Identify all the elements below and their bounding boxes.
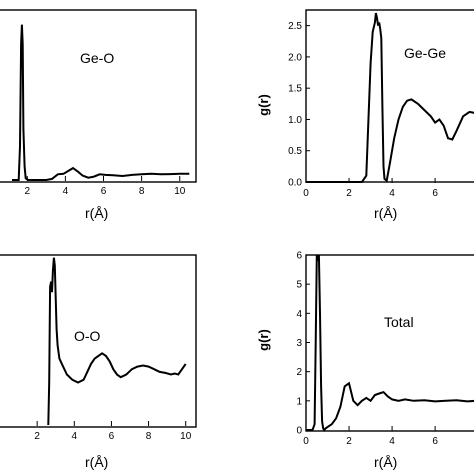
x-axis-label: r(Å) [85, 205, 108, 221]
y-tick-label: 4 [296, 309, 302, 320]
series-line [47, 257, 187, 426]
plot-frame [305, 9, 474, 183]
x-axis-label: r(Å) [374, 454, 397, 470]
x-tick-label: 4 [389, 436, 395, 447]
x-tick-label: 6 [101, 186, 107, 197]
panel-o-o: 2 4 6 8 10 O-O r(Å) [0, 254, 197, 470]
x-tick-label: 2 [34, 431, 40, 442]
x-tick-label: 0 [303, 188, 309, 199]
series-line [306, 12, 474, 183]
panel-label: Ge-O [80, 50, 114, 66]
y-tick-label: 0.5 [288, 146, 302, 157]
x-axis-ticks: 2 4 6 8 10 [24, 176, 186, 197]
x-tick-label: 2 [24, 186, 30, 197]
x-tick-label: 2 [346, 188, 352, 199]
x-tick-label: 4 [63, 186, 69, 197]
panel-ge-o: 2 4 6 8 10 Ge-O r(Å) [0, 9, 197, 221]
x-axis-label: r(Å) [374, 205, 397, 221]
y-tick-label: 3 [296, 338, 302, 349]
panel-total: 0 2 4 6 0 1 2 3 4 5 6 Total r(Å) g(r) [256, 251, 474, 470]
plot-frame [0, 9, 197, 183]
y-tick-label: 6 [296, 251, 302, 262]
y-tick-label: 1.5 [288, 84, 302, 95]
x-tick-label: 0 [303, 436, 309, 447]
x-tick-label: 8 [146, 431, 152, 442]
panel-label: Ge-Ge [404, 45, 446, 61]
plot-frame [0, 254, 197, 428]
x-tick-label: 10 [174, 186, 186, 197]
y-tick-label: 5 [296, 280, 302, 291]
x-tick-label: 6 [432, 188, 438, 199]
x-tick-label: 6 [432, 436, 438, 447]
y-axis-ticks: 0.0 0.5 1.0 1.5 2.0 2.5 [288, 21, 310, 189]
y-axis-label: g(r) [256, 94, 271, 116]
x-tick-label: 4 [72, 431, 78, 442]
x-tick-label: 10 [180, 431, 192, 442]
y-tick-label: 0.0 [288, 178, 302, 189]
plot-frame [305, 254, 474, 432]
panel-ge-ge: 0 2 4 6 0.0 0.5 1.0 1.5 2.0 2.5 Ge-Ge r(Å) g(r) [256, 9, 474, 221]
y-axis-label: g(r) [256, 329, 271, 351]
panel-label: Total [384, 314, 414, 330]
series-line [306, 254, 474, 432]
y-axis-ticks: 0 1 2 3 4 5 6 [296, 251, 310, 437]
y-tick-label: 2.0 [288, 52, 302, 63]
x-tick-label: 4 [389, 188, 395, 199]
y-tick-label: 0 [296, 426, 302, 437]
x-axis-ticks: 2 4 6 8 10 [34, 421, 192, 442]
panel-label: O-O [74, 328, 101, 344]
y-tick-label: 2.5 [288, 21, 302, 32]
series-line [12, 24, 190, 181]
y-tick-label: 2 [296, 367, 302, 378]
x-axis-ticks: 0 2 4 6 [303, 178, 438, 199]
x-tick-label: 8 [139, 186, 145, 197]
x-tick-label: 2 [346, 436, 352, 447]
x-tick-label: 6 [109, 431, 115, 442]
x-axis-label: r(Å) [85, 454, 108, 470]
y-tick-label: 1.0 [288, 115, 302, 126]
y-tick-label: 1 [296, 396, 302, 407]
